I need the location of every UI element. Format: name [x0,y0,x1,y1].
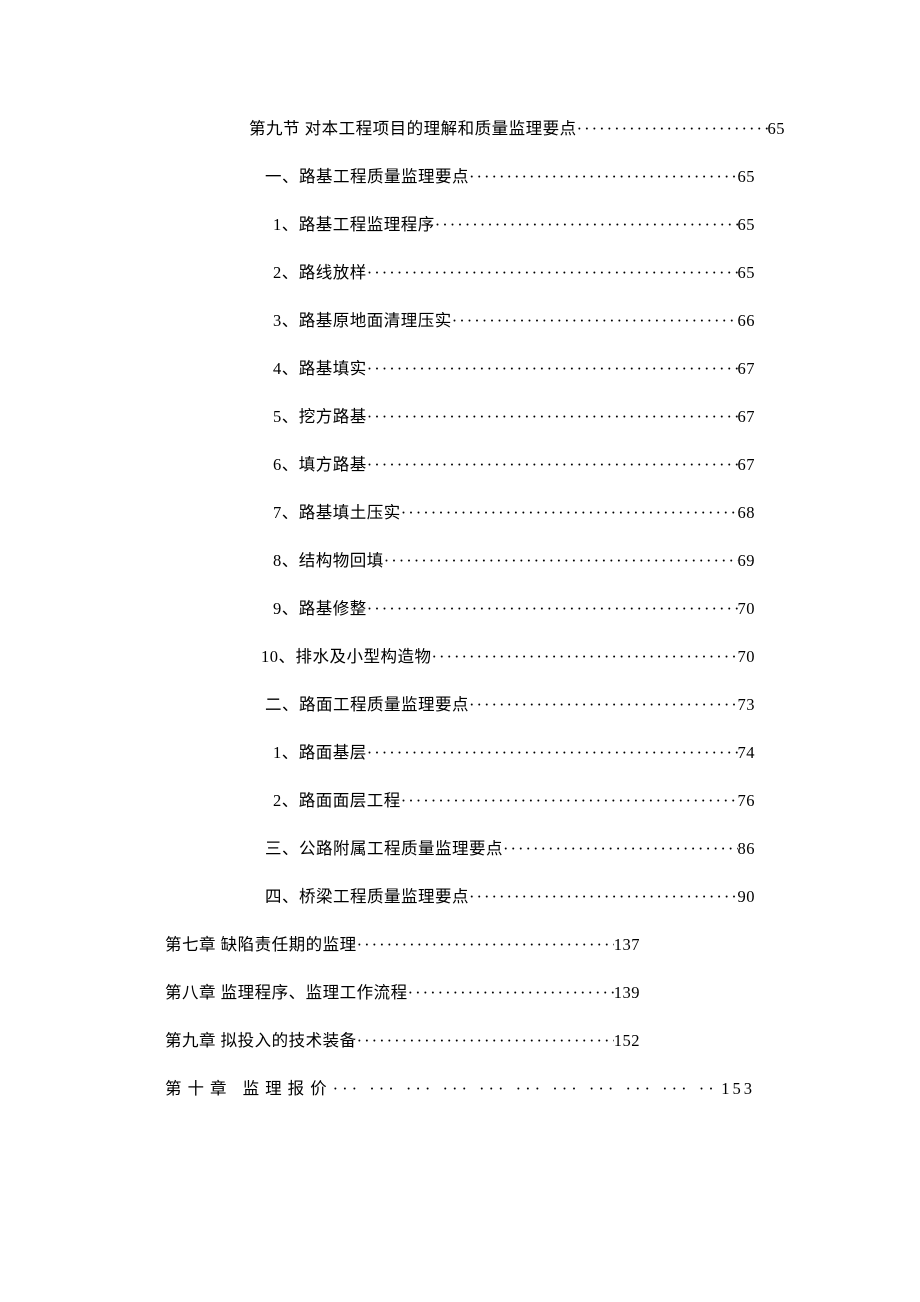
toc-entry: 一、路基工程质量监理要点 65 [165,163,755,187]
toc-entry-label: 四、桥梁工程质量监理要点 [265,883,469,907]
toc-entry-label: 一、路基工程质量监理要点 [265,163,469,187]
toc-leader-dots [367,407,738,427]
toc-leader-dots [384,551,738,571]
toc-entry-label: 8、结构物回填 [273,547,384,571]
toc-entry: 四、桥梁工程质量监理要点 90 [165,883,755,907]
toc-entry-page: 69 [738,551,756,571]
toc-entry-page: 153 [721,1079,755,1099]
toc-entry: 第十章 监理报价 153 [165,1075,755,1099]
toc-leader-dots [401,791,738,811]
toc-entry-label: 10、排水及小型构造物 [261,643,432,667]
toc-entry-page: 90 [738,887,756,907]
toc-leader-dots [367,359,738,379]
toc-entry-page: 86 [738,839,756,859]
toc-entry-page: 65 [738,215,756,235]
toc-entry-page: 139 [614,983,640,1003]
toc-entry-label: 6、填方路基 [273,451,367,475]
toc-entry-page: 67 [738,455,756,475]
toc-entry-label: 2、路面面层工程 [273,787,401,811]
toc-leader-dots [469,695,738,715]
toc-entry: 3、路基原地面清理压实 66 [165,307,755,331]
toc-entry: 三、公路附属工程质量监理要点 86 [165,835,755,859]
toc-entry-label: 7、路基填土压实 [273,499,401,523]
toc-entry: 二、路面工程质量监理要点 73 [165,691,755,715]
toc-entry-label: 9、路基修整 [273,595,367,619]
toc-leader-dots [367,455,738,475]
toc-entry-label: 2、路线放样 [273,259,367,283]
toc-entry-page: 152 [614,1031,640,1051]
toc-entry-label: 第八章 监理程序、监理工作流程 [165,979,408,1003]
toc-entry: 7、路基填土压实 68 [165,499,755,523]
toc-leader-dots [357,1031,614,1051]
toc-entry: 5、挖方路基 67 [165,403,755,427]
toc-leader-dots [577,119,768,139]
toc-leader-dots [469,167,738,187]
toc-entry: 1、路面基层 74 [165,739,755,763]
toc-entry-page: 68 [738,503,756,523]
toc-entry-label: 3、路基原地面清理压实 [273,307,452,331]
toc-entry-label: 第九节 对本工程项目的理解和质量监理要点 [249,115,577,139]
toc-entry-label: 三、公路附属工程质量监理要点 [265,835,503,859]
toc-entry-label: 第七章 缺陷责任期的监理 [165,931,357,955]
toc-leader-dots [469,887,738,907]
toc-entry: 第九节 对本工程项目的理解和质量监理要点65 [165,115,755,139]
toc-entry-page: 73 [738,695,756,715]
toc-entry: 第九章 拟投入的技术装备 152 [165,1027,755,1051]
toc-entry-page: 67 [738,407,756,427]
toc-entry-page: 65 [768,119,786,139]
toc-entry: 8、结构物回填 69 [165,547,755,571]
toc-entry-label: 4、路基填实 [273,355,367,379]
toc-leader-dots [432,647,738,667]
toc-entry-label: 1、路面基层 [273,739,367,763]
toc-entry: 4、路基填实 67 [165,355,755,379]
table-of-contents: 第九节 对本工程项目的理解和质量监理要点65一、路基工程质量监理要点651、路基… [165,115,755,1099]
toc-entry-label: 1、路基工程监理程序 [273,211,435,235]
toc-entry: 6、填方路基 67 [165,451,755,475]
toc-entry-label: 5、挖方路基 [273,403,367,427]
toc-entry-label: 第九章 拟投入的技术装备 [165,1027,357,1051]
toc-entry-page: 70 [738,599,756,619]
toc-entry-page: 70 [738,647,756,667]
toc-entry-page: 65 [738,263,756,283]
toc-entry-label: 第十章 监理报价 [165,1075,333,1099]
toc-entry-page: 74 [738,743,756,763]
toc-leader-dots [357,935,614,955]
toc-entry-page: 65 [738,167,756,187]
toc-entry: 2、路线放样 65 [165,259,755,283]
toc-entry: 9、路基修整 70 [165,595,755,619]
toc-leader-dots [367,599,738,619]
toc-leader-dots [367,263,738,283]
toc-entry-page: 67 [738,359,756,379]
toc-entry-page: 76 [738,791,756,811]
toc-entry: 1、路基工程监理程序 65 [165,211,755,235]
toc-entry: 第八章 监理程序、监理工作流程 139 [165,979,755,1003]
toc-leader-dots [408,983,614,1003]
toc-entry-page: 66 [738,311,756,331]
toc-leader-dots [435,215,738,235]
toc-entry: 10、排水及小型构造物 70 [165,643,755,667]
toc-entry-label: 二、路面工程质量监理要点 [265,691,469,715]
toc-entry: 2、路面面层工程 76 [165,787,755,811]
toc-leader-dots [503,839,738,859]
toc-leader-dots [333,1079,716,1099]
toc-leader-dots [452,311,738,331]
toc-leader-dots [367,743,738,763]
toc-entry-page: 137 [614,935,640,955]
toc-leader-dots [401,503,738,523]
toc-entry: 第七章 缺陷责任期的监理 137 [165,931,755,955]
